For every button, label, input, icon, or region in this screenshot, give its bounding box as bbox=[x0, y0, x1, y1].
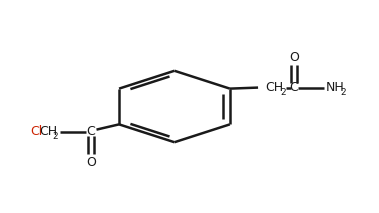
Text: C: C bbox=[290, 81, 298, 94]
Text: C: C bbox=[86, 125, 95, 138]
Text: Cl: Cl bbox=[31, 125, 43, 138]
Text: O: O bbox=[86, 156, 96, 169]
Text: CH: CH bbox=[266, 81, 284, 94]
Text: 2: 2 bbox=[280, 88, 285, 97]
Text: NH: NH bbox=[326, 81, 345, 94]
Text: O: O bbox=[289, 51, 299, 64]
Text: CH: CH bbox=[39, 125, 58, 138]
Text: 2: 2 bbox=[340, 88, 346, 97]
Text: 2: 2 bbox=[52, 132, 58, 141]
